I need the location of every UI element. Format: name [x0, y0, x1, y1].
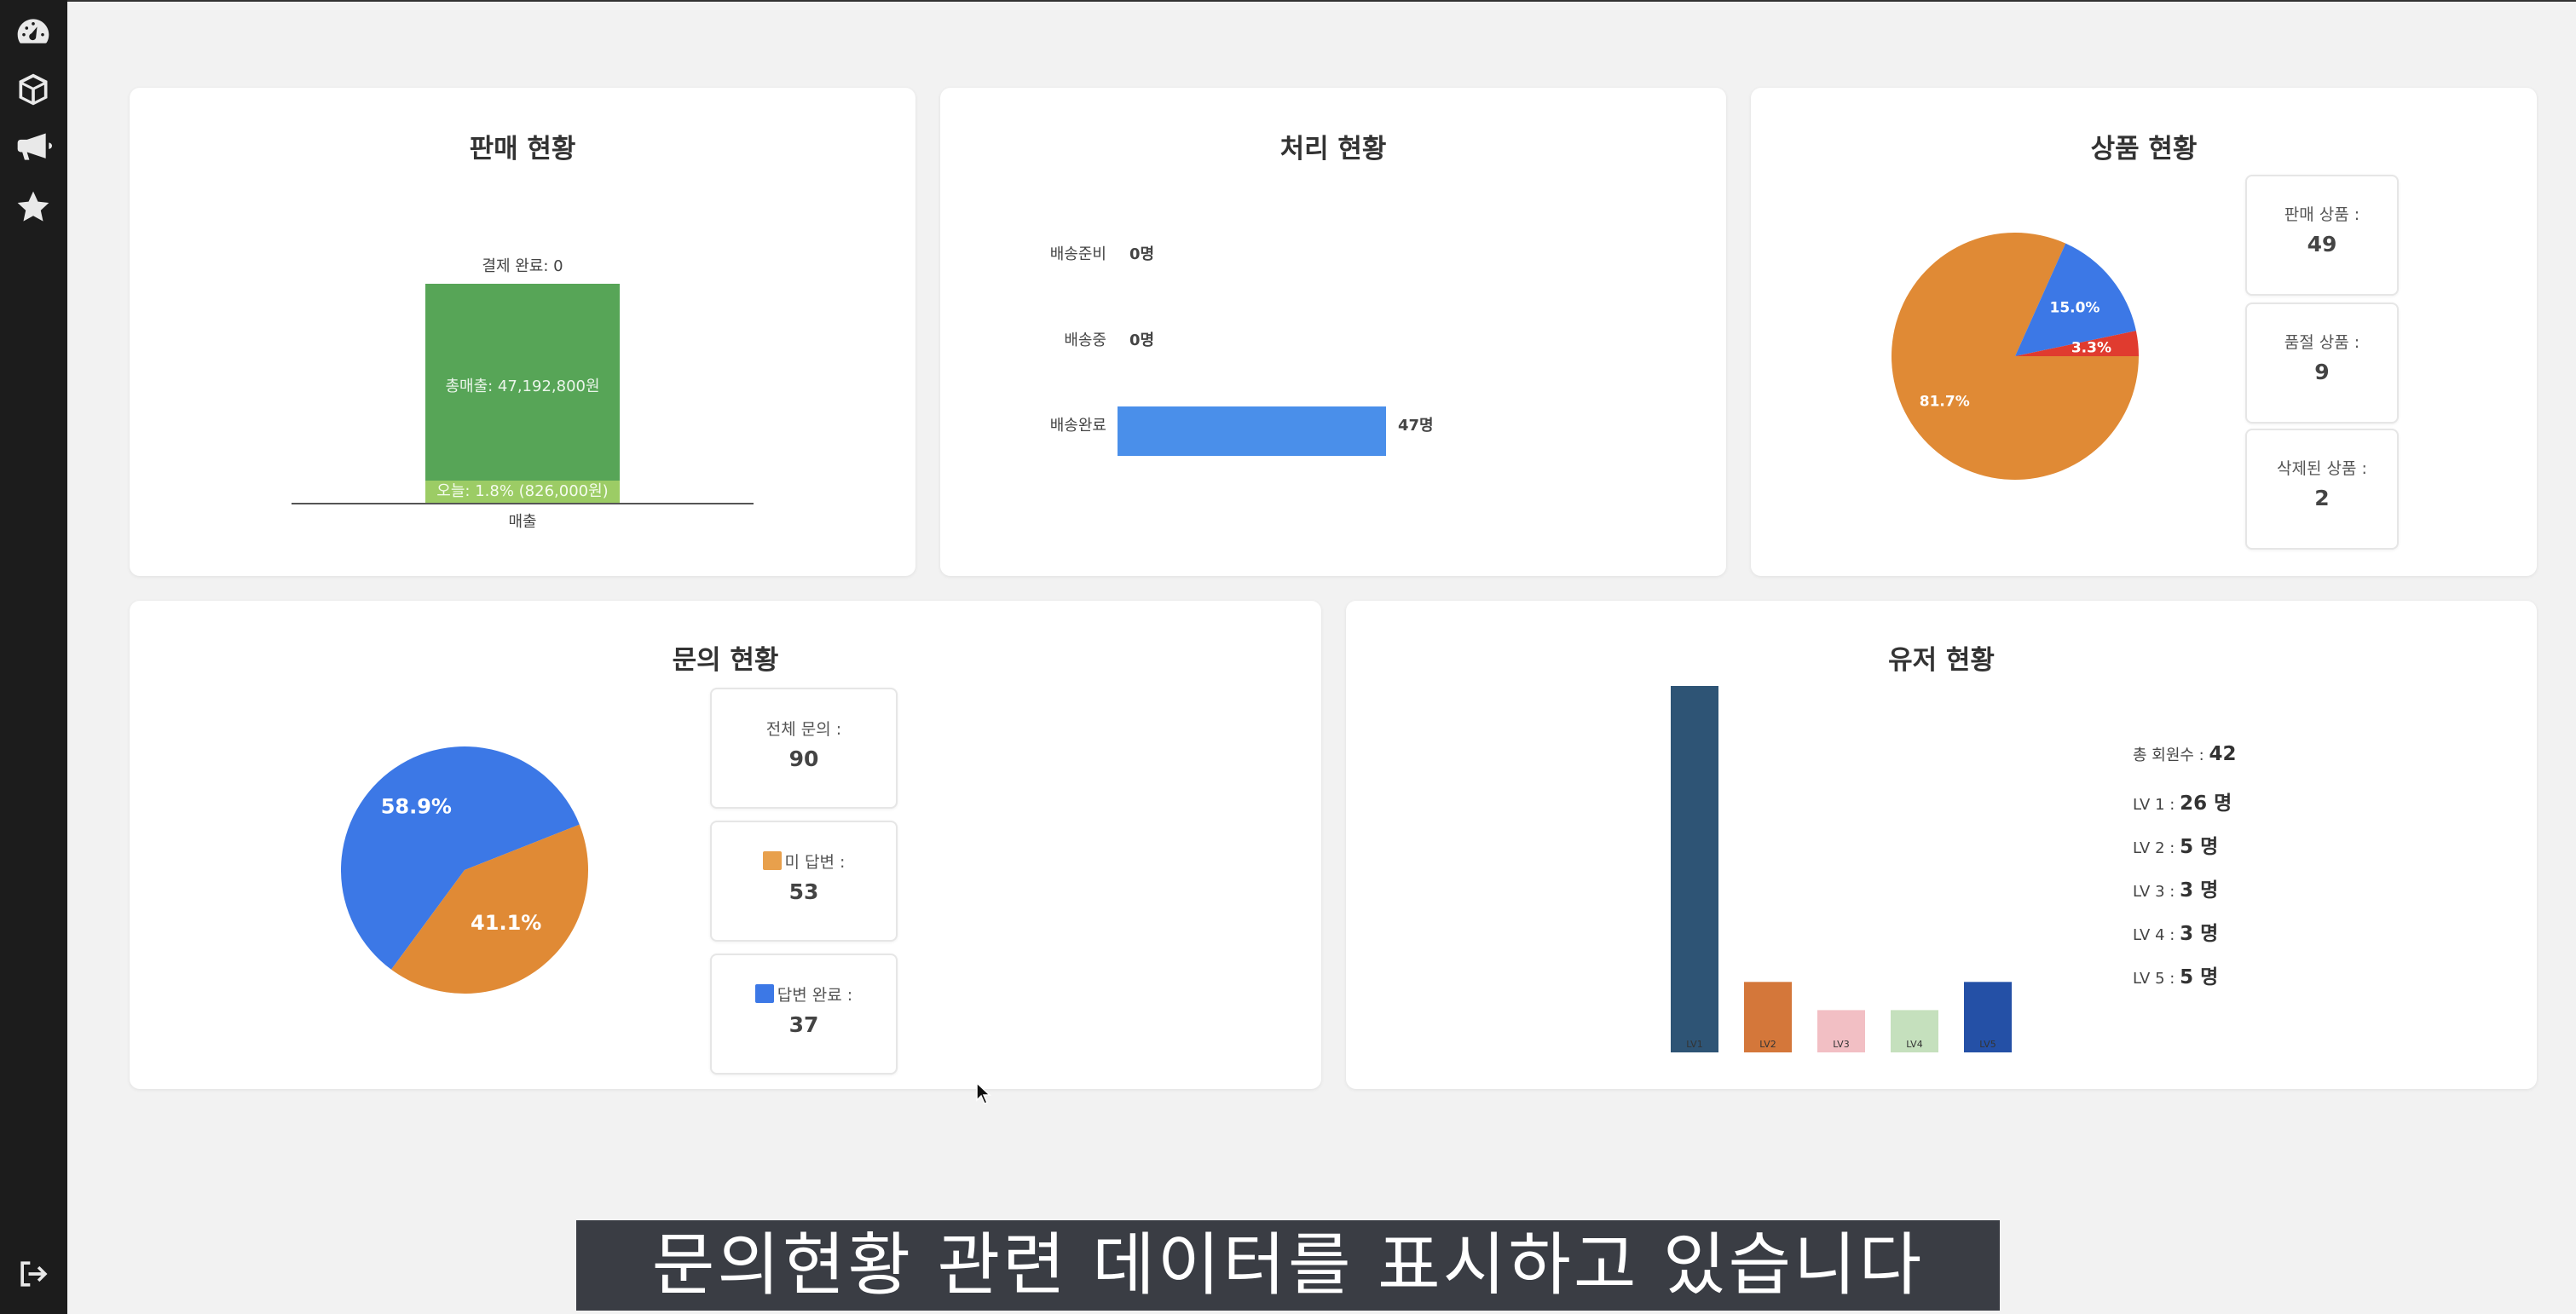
inquiries-box-label: 전체 문의 : [765, 720, 842, 739]
sales-today-label: 오늘: 1.8% (826,000원) [436, 482, 608, 500]
user-stat-value: 5 명 [2180, 836, 2219, 858]
users-card: 유저 현황 [1346, 601, 2537, 1089]
sales-total-bar [425, 284, 620, 481]
inquiries-box-label: 답변 완료 : [777, 986, 853, 1005]
users-title: 유저 현황 [1888, 645, 1995, 676]
sales-title: 판매 현황 [469, 134, 576, 164]
products-pie-slice [2015, 331, 2139, 356]
users-bar-lv2 [1744, 982, 1792, 1052]
box-icon[interactable] [12, 68, 55, 111]
products-box-selling: 판매 상품 : 49 [2245, 175, 2399, 296]
user-stat-label: LV 1 : [2133, 796, 2175, 814]
processing-value: 0명 [1129, 331, 1154, 349]
users-bar-label: LV2 [1759, 1039, 1776, 1050]
unanswered-swatch [762, 851, 782, 870]
inquiries-box-answered: 답변 완료 : 37 [710, 954, 898, 1075]
inquiries-pie-slice-label: 58.9% [381, 794, 452, 818]
inquiries-box-total: 전체 문의 : 90 [710, 688, 898, 809]
sales-axis-label: 매출 [508, 513, 536, 531]
dashboard-icon[interactable] [12, 10, 55, 53]
user-stat-lv1: LV 1 : 26 명 [2133, 787, 2232, 815]
sales-chart: 결제 완료: 0 총매출: 47,192,800원 오늘: 1.8% (826,… [292, 257, 754, 531]
products-title: 상품 현황 [2090, 134, 2198, 164]
inquiries-box-label: 미 답변 : [784, 853, 846, 872]
users-bar-lv1 [1671, 686, 1718, 1052]
processing-card: 처리 현황 배송준비 배송중 배송완료 0명 0명 47명 [940, 88, 1726, 576]
users-bar-lv4 [1891, 1010, 1938, 1052]
users-bar-label: LV1 [1686, 1039, 1702, 1050]
products-box-label: 품절 상품 : [2284, 333, 2360, 352]
user-stat-label: LV 2 : [2133, 839, 2175, 857]
inquiries-title: 문의 현황 [672, 645, 779, 676]
subtitle-caption: 문의현황 관련 데이터를 표시하고 있습니다 [576, 1220, 2000, 1311]
inquiries-pie-slice-label: 41.1% [471, 911, 541, 935]
processing-bar [1118, 406, 1386, 456]
products-pie-slice-label: 81.7% [1920, 394, 1970, 411]
processing-row-label: 배송준비 [1050, 245, 1106, 263]
user-stat-lv5: LV 5 : 5 명 [2133, 960, 2218, 989]
inquiries-pie-chart: 58.9% 41.1% [340, 746, 588, 994]
logout-icon[interactable] [12, 1253, 55, 1295]
sales-card: 판매 현황 결제 완료: 0 총매출: 47,192,800원 오늘: 1.8%… [130, 88, 915, 576]
products-card: 상품 현황 81.7% 15.0% 3.3% 판매 상품 : 49 품절 상품 : … [1751, 88, 2537, 576]
users-bar-label: LV4 [1906, 1039, 1922, 1050]
sales-today-bar [425, 481, 620, 504]
user-stat-value: 26 명 [2180, 792, 2232, 815]
top-border [67, 0, 2576, 2]
products-pie-slice-label: 3.3% [2071, 340, 2111, 357]
inquiries-pie-slice [391, 824, 588, 994]
inquiries-box-value: 37 [788, 1012, 819, 1037]
processing-title: 처리 현황 [1279, 134, 1387, 164]
user-stat-label: LV 3 : [2133, 883, 2175, 901]
products-pie-chart: 81.7% 15.0% 3.3% [1892, 233, 2139, 480]
products-box-label: 삭제된 상품 : [2277, 459, 2367, 478]
user-stat-label: LV 5 : [2133, 970, 2175, 988]
processing-chart: 배송준비 배송중 배송완료 0명 0명 47명 [1050, 245, 1434, 456]
user-stat-total: 총 회원수 : 42 [2133, 743, 2237, 765]
user-stat-lv3: LV 3 : 3 명 [2133, 873, 2218, 902]
inquiries-pie-slice [340, 746, 580, 970]
products-pie-slice-label: 15.0% [2049, 300, 2099, 317]
sales-paid-label: 결제 완료: 0 [482, 257, 563, 275]
products-box-deleted: 삭제된 상품 : 2 [2245, 429, 2399, 550]
users-bar-label: LV3 [1833, 1039, 1849, 1050]
products-pie-slice [2015, 243, 2136, 356]
user-stat-value: 42 [2209, 743, 2237, 765]
sales-total-label: 총매출: 47,192,800원 [445, 377, 599, 395]
users-bar-lv3 [1817, 1010, 1865, 1052]
user-stat-value: 5 명 [2180, 966, 2219, 988]
user-stat-label: 총 회원수 : [2133, 746, 2204, 764]
users-bar-lv5 [1964, 982, 2012, 1052]
star-icon[interactable] [12, 186, 55, 228]
users-bar-chart: LV1 LV2 LV3 LV4 LV5 [1671, 686, 2012, 1052]
answered-swatch [754, 984, 774, 1003]
user-stat-lv2: LV 2 : 5 명 [2133, 830, 2218, 859]
products-box-label: 판매 상품 : [2284, 205, 2360, 224]
products-box-soldout: 품절 상품 : 9 [2245, 303, 2399, 424]
megaphone-icon[interactable] [12, 126, 55, 169]
sidebar [0, 0, 67, 1314]
inquiries-card: 문의 현황 58.9% 41.1% 전체 문의 : 90 미 답변 : 53 답변… [130, 601, 1321, 1089]
processing-value: 47명 [1398, 417, 1434, 435]
users-bar-label: LV5 [1979, 1039, 1996, 1050]
inquiries-box-unanswered: 미 답변 : 53 [710, 821, 898, 942]
products-box-value: 9 [2314, 360, 2330, 384]
inquiries-box-value: 90 [788, 746, 819, 771]
user-stat-lv4: LV 4 : 3 명 [2133, 917, 2218, 946]
user-stat-label: LV 4 : [2133, 926, 2175, 944]
inquiries-box-value: 53 [788, 879, 819, 904]
products-box-value: 49 [2307, 232, 2337, 256]
processing-value: 0명 [1129, 245, 1154, 263]
mouse-cursor-icon [976, 1082, 991, 1104]
user-stat-value: 3 명 [2180, 923, 2219, 945]
processing-row-label: 배송완료 [1050, 417, 1106, 435]
products-box-value: 2 [2314, 486, 2330, 510]
processing-row-label: 배송중 [1064, 331, 1106, 349]
user-stat-value: 3 명 [2180, 879, 2219, 902]
